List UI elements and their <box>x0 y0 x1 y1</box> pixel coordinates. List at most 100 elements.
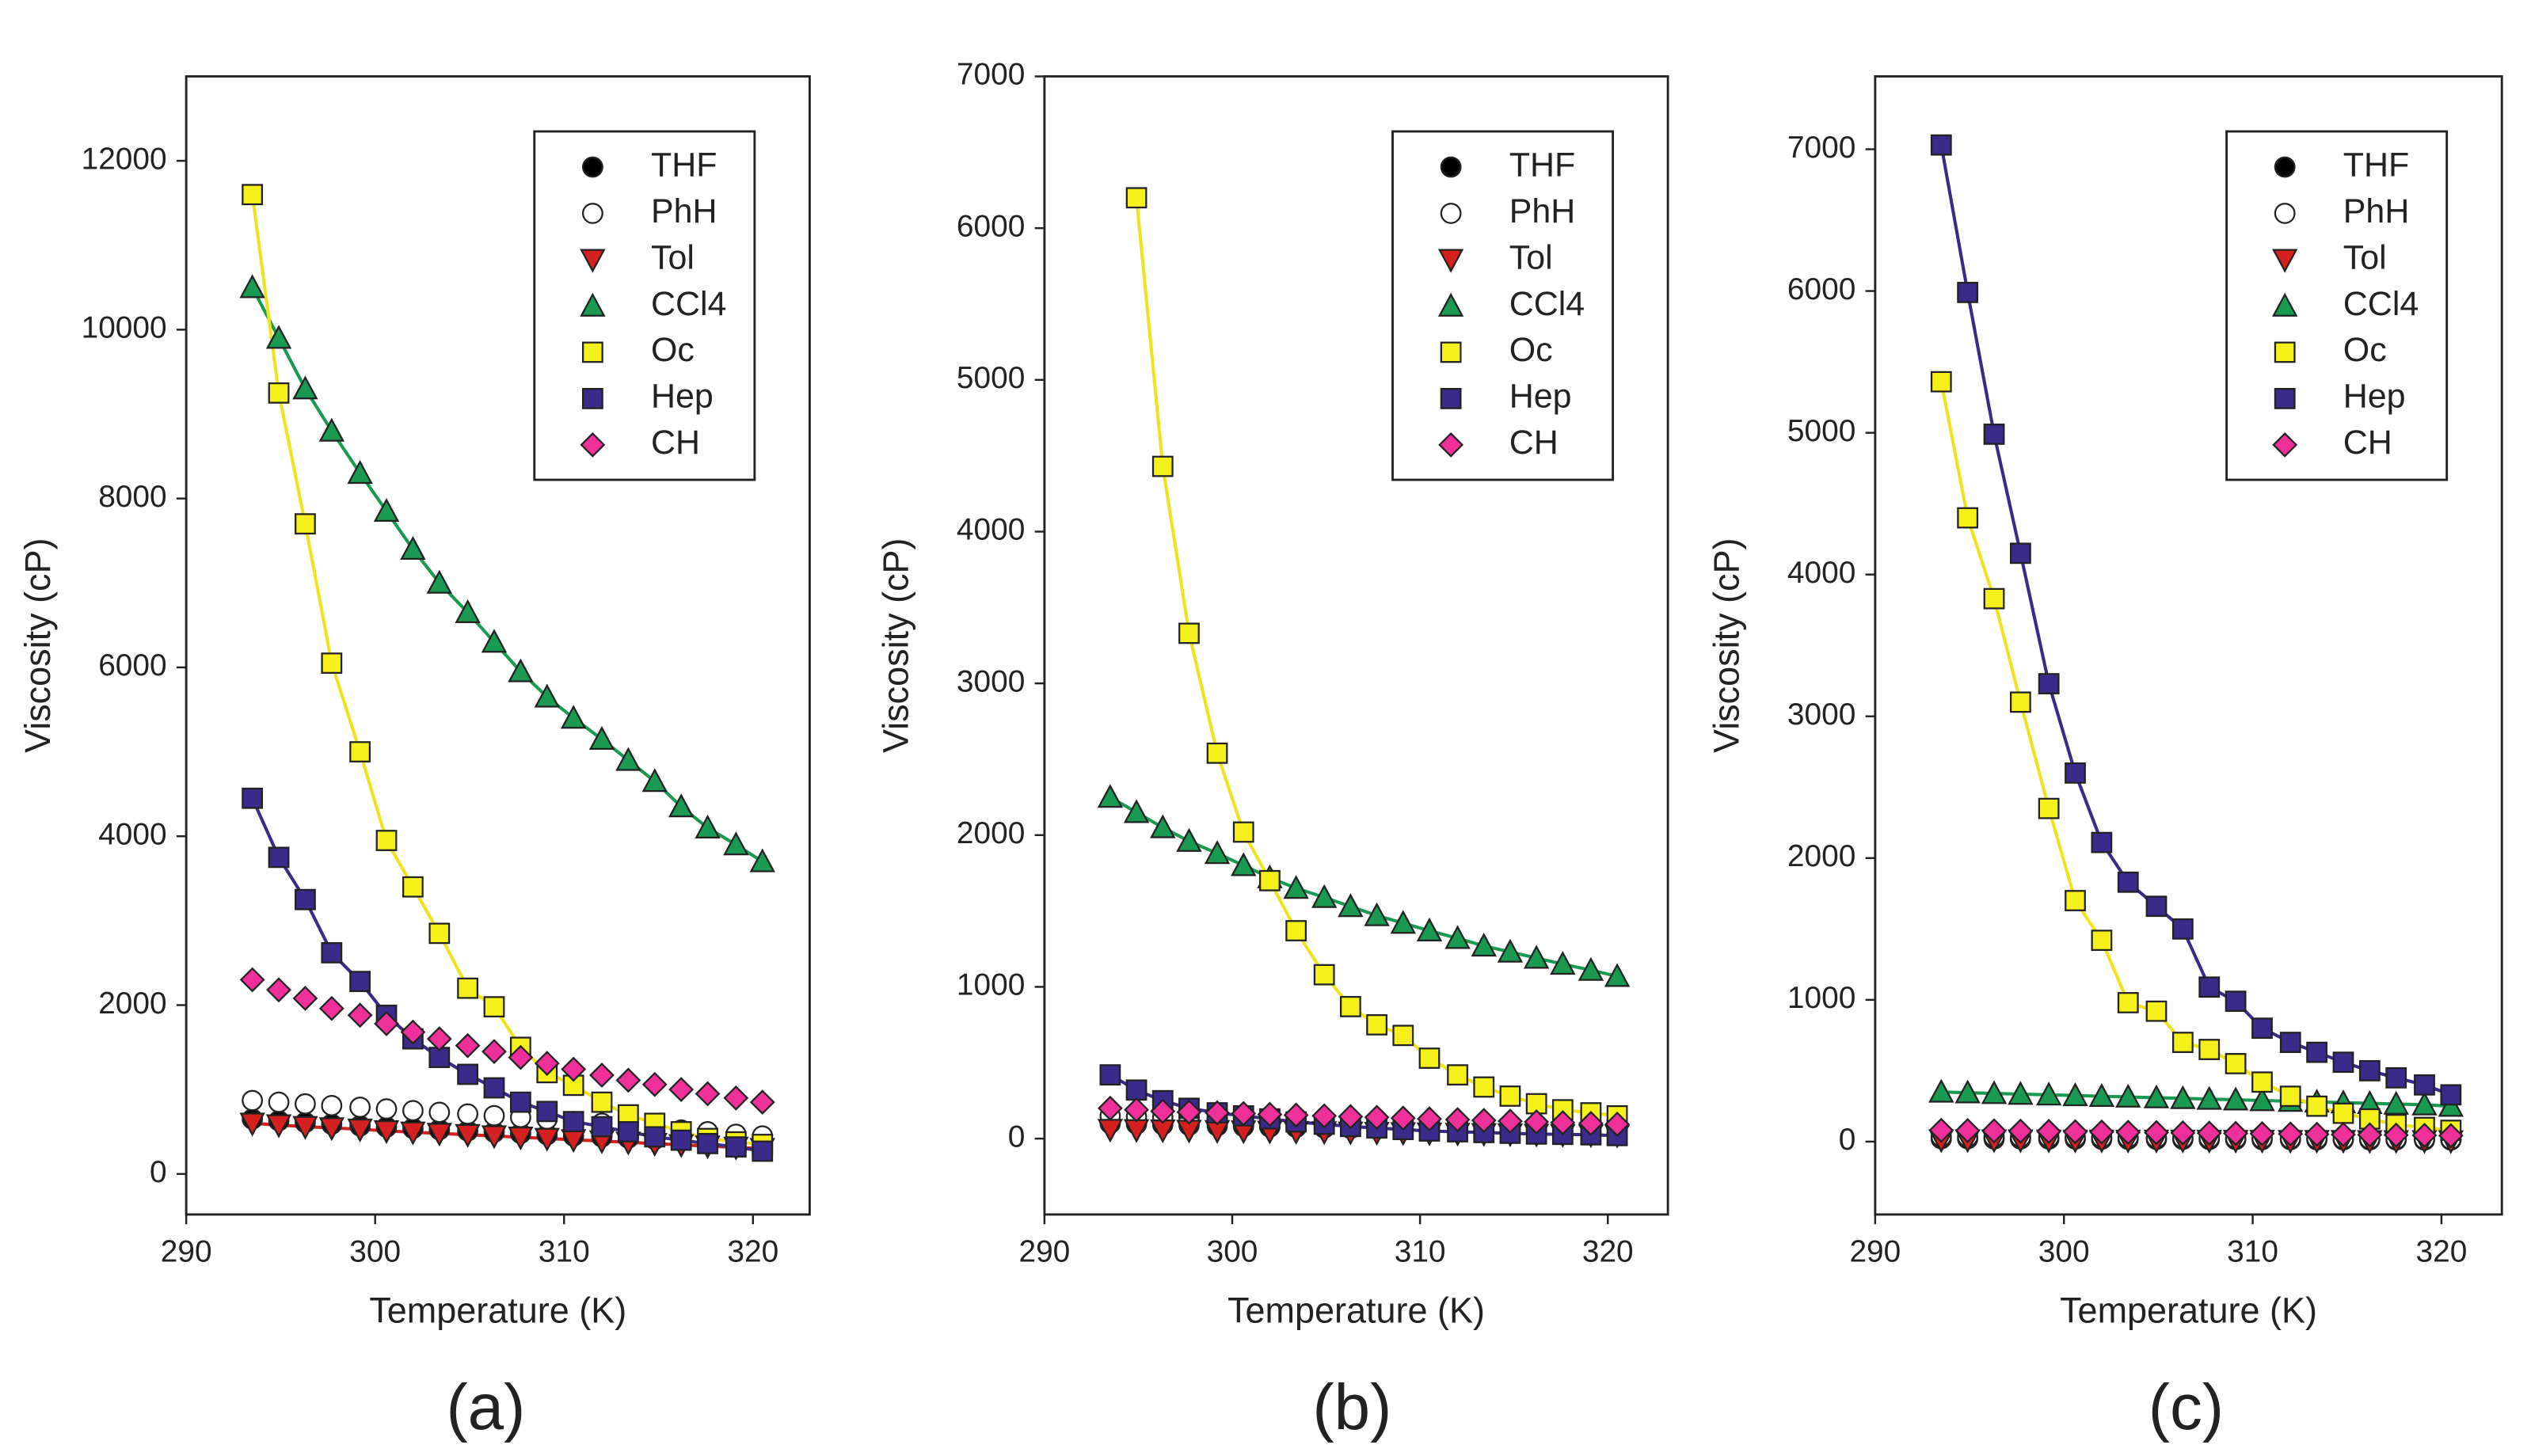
marker <box>2170 1085 2196 1109</box>
marker <box>2065 890 2086 911</box>
marker <box>1578 1111 1604 1136</box>
y-tick-label: 6000 <box>957 209 1025 243</box>
marker <box>239 1112 265 1137</box>
marker <box>752 1140 774 1162</box>
marker <box>2440 1084 2462 1106</box>
legend-label: CH <box>1509 424 1559 462</box>
marker <box>2065 762 2086 784</box>
plot-frame <box>1043 75 1669 1216</box>
legend-marker <box>1440 341 1462 363</box>
y-tick-label: 2000 <box>98 987 166 1021</box>
legend-marker <box>1437 249 1464 273</box>
marker <box>242 184 264 206</box>
marker <box>1097 1095 1123 1121</box>
marker <box>349 971 371 993</box>
marker <box>1550 1110 1576 1135</box>
marker <box>1416 917 1443 941</box>
marker <box>2304 1121 2330 1147</box>
y-tick-label: 8000 <box>98 480 166 514</box>
marker <box>510 1091 531 1113</box>
marker <box>1957 281 1979 303</box>
marker <box>428 922 451 945</box>
marker <box>349 1097 371 1118</box>
legend-label: Hep <box>651 378 714 416</box>
marker <box>481 1125 508 1150</box>
marker <box>2088 1082 2115 1108</box>
marker <box>2225 990 2247 1013</box>
marker <box>1983 587 2005 610</box>
legend-label: Tol <box>1509 238 1553 276</box>
marker <box>2279 1085 2301 1108</box>
marker <box>2088 1119 2114 1145</box>
marker <box>617 1121 639 1142</box>
marker <box>695 814 721 838</box>
marker <box>1471 933 1497 957</box>
y-tick-label: 2000 <box>957 816 1025 850</box>
y-tick-label: 10000 <box>82 311 167 345</box>
panel-label: (a) <box>446 1371 525 1443</box>
marker <box>2062 1082 2088 1107</box>
marker <box>561 1056 587 1082</box>
marker <box>292 1116 318 1140</box>
marker <box>426 569 453 594</box>
legend-marker <box>580 249 606 273</box>
marker <box>2357 1122 2383 1148</box>
marker <box>375 1098 398 1120</box>
marker <box>321 652 343 675</box>
x-tick-label: 320 <box>1582 1234 1634 1268</box>
legend-marker <box>2272 431 2298 458</box>
marker <box>1604 963 1631 987</box>
marker <box>1447 1064 1468 1086</box>
y-tick-label: 6000 <box>1787 272 1855 306</box>
marker <box>1257 1101 1283 1127</box>
x-tick-label: 290 <box>161 1234 212 1268</box>
marker <box>321 1095 343 1116</box>
y-tick-label: 0 <box>1008 1120 1026 1154</box>
marker <box>1444 925 1471 949</box>
plot-frame <box>185 75 811 1216</box>
marker <box>2198 976 2221 998</box>
marker <box>1176 1099 1202 1125</box>
marker <box>2332 1102 2354 1124</box>
marker <box>1497 938 1524 963</box>
marker <box>457 977 478 999</box>
marker <box>2251 1017 2273 1040</box>
x-axis-title: Temperature (K) <box>1227 1291 1485 1331</box>
plot-frame <box>1874 75 2503 1216</box>
marker <box>483 996 505 1018</box>
marker <box>402 1100 424 1122</box>
marker <box>1097 784 1124 808</box>
y-axis-title: Viscosity (cP) <box>876 538 916 753</box>
marker <box>1283 875 1309 899</box>
marker <box>400 535 426 561</box>
marker <box>2008 1081 2034 1105</box>
marker <box>2358 1059 2381 1082</box>
marker <box>400 1019 426 1045</box>
legend-marker <box>2274 387 2296 409</box>
marker <box>2117 992 2139 1013</box>
marker <box>560 705 587 729</box>
marker <box>2038 797 2060 819</box>
marker <box>2306 1095 2328 1117</box>
marker <box>508 1126 534 1151</box>
marker <box>615 747 641 771</box>
panel-label: (b) <box>1312 1371 1391 1443</box>
x-tick-label: 300 <box>1207 1234 1258 1268</box>
marker <box>534 1127 560 1152</box>
legend-label: PhH <box>651 192 717 230</box>
marker <box>374 1011 399 1036</box>
legend-marker <box>581 341 603 363</box>
marker <box>668 793 695 818</box>
marker <box>670 1129 692 1151</box>
x-tick-label: 320 <box>2416 1234 2468 1268</box>
marker <box>2035 1082 2062 1106</box>
legend-marker <box>581 387 603 409</box>
y-tick-label: 1000 <box>957 968 1025 1002</box>
marker <box>1206 742 1228 764</box>
y-tick-label: 3000 <box>1787 698 1855 732</box>
marker <box>2223 1120 2249 1146</box>
marker <box>481 629 508 653</box>
marker <box>295 888 316 910</box>
marker <box>481 1039 507 1065</box>
